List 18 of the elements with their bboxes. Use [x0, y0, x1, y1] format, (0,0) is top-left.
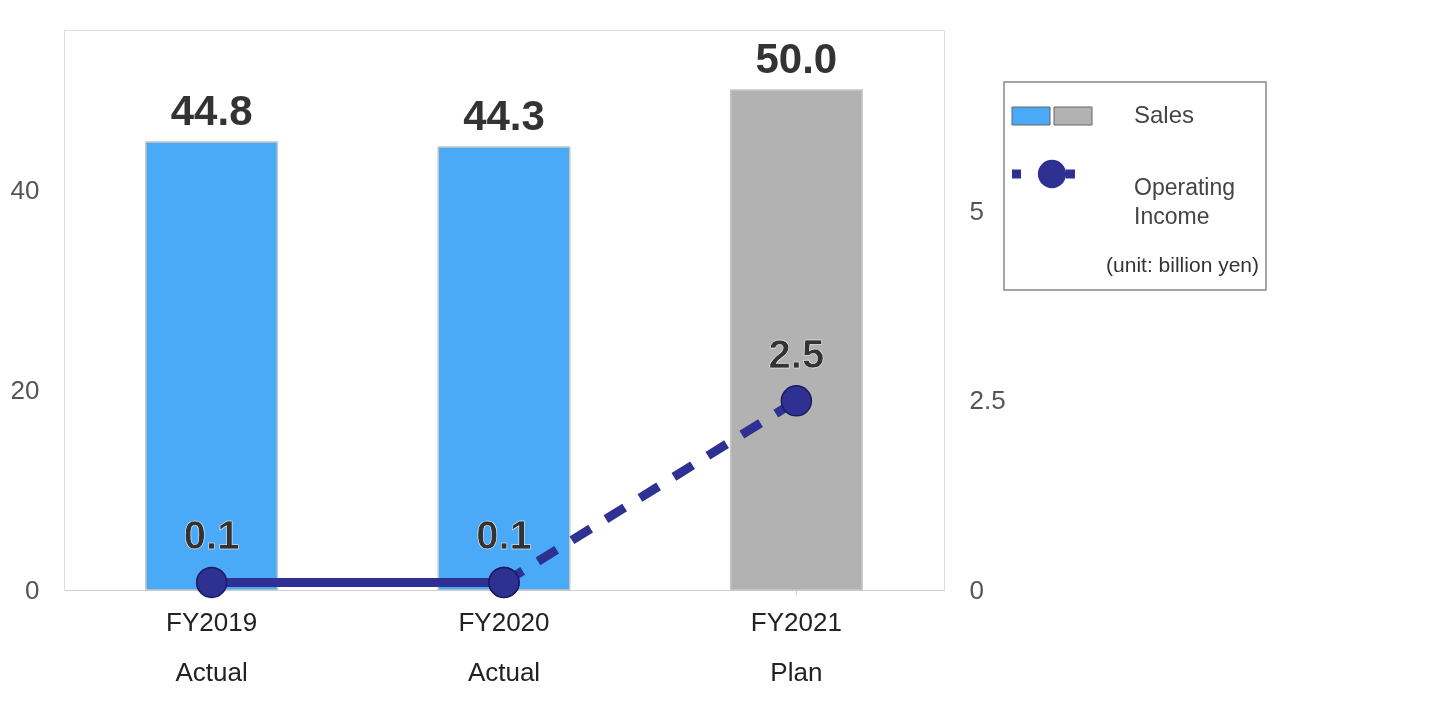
x-tick-label: FY2021 Plan — [750, 606, 842, 687]
data-label: 50.0 — [755, 35, 838, 82]
x-tick-label: FY2020 Actual — [458, 606, 550, 687]
y-tick-label: 0 — [25, 574, 40, 605]
data-label: 44.8 — [170, 87, 253, 134]
legend-label: Sales — [1134, 101, 1195, 128]
legend-label: Operating Income — [1134, 174, 1236, 229]
data-label: 0.1 — [476, 513, 532, 558]
y2-tick-label: 2.5 — [969, 385, 1006, 416]
data-label: 44.3 — [463, 92, 545, 139]
data-label: 0.1 — [183, 513, 240, 558]
x-tick-label: FY2019 Actual — [166, 606, 258, 687]
y2-tick-label: 5 — [969, 196, 984, 227]
y-tick-label: 20 — [10, 374, 40, 405]
y-tick-label: 40 — [10, 174, 40, 205]
y2-tick-label: 0 — [969, 574, 984, 605]
text: (unit: billion yen) — [1106, 253, 1259, 276]
data-label: 2.5 — [768, 331, 825, 376]
